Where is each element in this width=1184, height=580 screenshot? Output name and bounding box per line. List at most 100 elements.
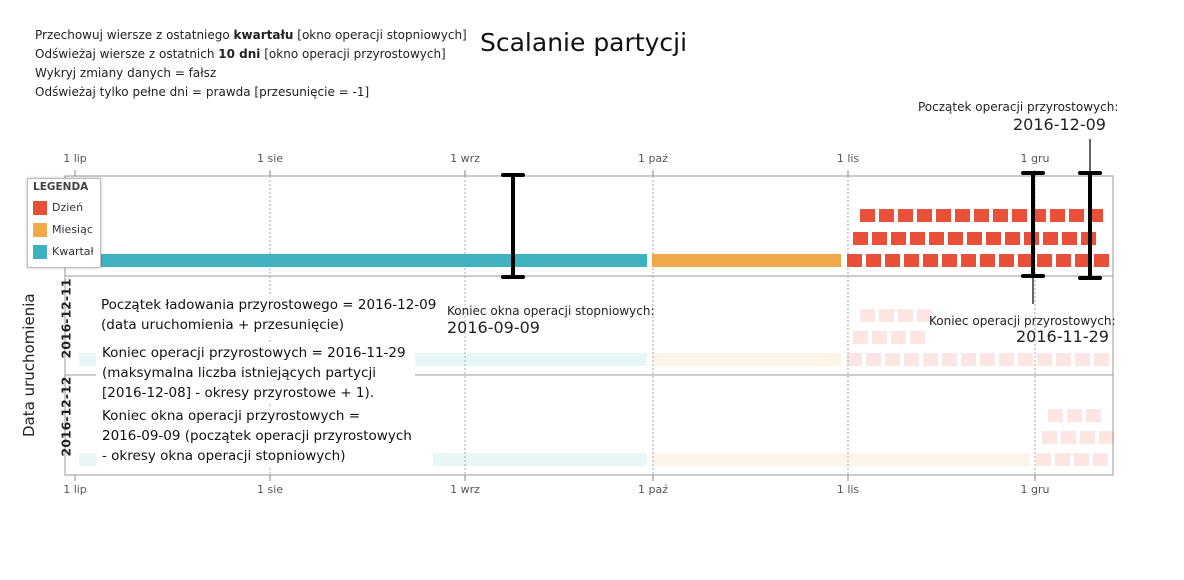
day-partition (853, 232, 868, 245)
axis-month-label: 1 paź (638, 152, 668, 165)
note-rolling-window-end: Koniec okna operacji przyrostowych = 201… (96, 406, 433, 466)
note-line: Koniec operacji przyrostowych = 2016-11-… (102, 345, 406, 361)
day-partition (929, 232, 944, 245)
month-partition-faded (652, 453, 1030, 466)
incr-start-label: Początek operacji przyrostowych: (918, 100, 1119, 114)
day-partition-faded (1055, 453, 1070, 466)
day-partition-faded (1074, 453, 1089, 466)
legend-label-day: Dzień (52, 201, 84, 214)
day-partition-faded (847, 353, 862, 366)
day-partition (948, 232, 963, 245)
row-frames (64, 175, 1114, 476)
incr-end-label: Koniec operacji przyrostowych: (929, 314, 1116, 328)
note-line: [2016-12-08] - okresy przyrostowe + 1). (102, 385, 375, 401)
day-partition (917, 209, 932, 222)
rolling-end-label: Koniec okna operacji stopniowych: (447, 304, 655, 318)
day-partition (1005, 232, 1020, 245)
day-partition (1037, 254, 1052, 267)
note-line: - okresy okna operacji stopniowych) (102, 448, 346, 464)
config-line-1: Przechowuj wiersze z ostatniego kwartału… (35, 28, 467, 42)
note-line: 2016-09-09 (początek operacji przyrostow… (102, 428, 412, 444)
axis-month-label: 1 lis (836, 152, 860, 165)
config-line-3: Wykryj zmiany danych = fałsz (35, 66, 217, 80)
day-partition-faded (923, 353, 938, 366)
axis-month-label: 1 lip (63, 483, 87, 496)
axis-month-label: 1 paź (638, 483, 668, 496)
day-partition-faded (1048, 409, 1063, 422)
day-partition (955, 209, 970, 222)
day-partition (1012, 209, 1027, 222)
note-line: (data uruchomienia + przesunięcie) (101, 317, 345, 333)
incr-end-date: 2016-11-29 (1016, 327, 1109, 346)
day-partition-faded (1061, 431, 1076, 444)
day-partition-faded (885, 353, 900, 366)
month-partition-faded (652, 353, 841, 366)
day-partition (847, 254, 862, 267)
y-axis-label: Data uruchomienia (20, 293, 38, 437)
day-partition-faded (860, 309, 875, 322)
day-partition (1050, 209, 1065, 222)
day-partition-faded (1099, 431, 1114, 444)
day-partition (1056, 254, 1071, 267)
day-partition-faded (1037, 353, 1052, 366)
legend-swatch-month (33, 223, 47, 237)
day-partition-faded (853, 331, 868, 344)
axis-month-label: 1 gru (1020, 483, 1050, 496)
day-partition (1069, 209, 1084, 222)
diagram-title: Scalanie partycji (480, 28, 688, 57)
day-partition (860, 209, 875, 222)
day-partition-faded (999, 353, 1014, 366)
day-partition (986, 232, 1001, 245)
day-partition-faded (942, 353, 957, 366)
note-incremental-start: Początek ładowania przyrostowego = 2016-… (96, 294, 442, 337)
axis-month-label: 1 sie (256, 483, 284, 496)
day-partition (904, 254, 919, 267)
axis-ticks (74, 170, 1036, 481)
rolling-end-date: 2016-09-09 (447, 318, 540, 337)
day-partition (967, 232, 982, 245)
day-partition-faded (1086, 409, 1101, 422)
day-partition (942, 254, 957, 267)
note-incremental-end: Koniec operacji przyrostowych = 2016-11-… (96, 343, 415, 403)
day-partition-faded (1093, 453, 1108, 466)
config-line-4: Odświeżaj tylko pełne dni = prawda [prze… (35, 85, 370, 99)
incr-start-date: 2016-12-09 (1013, 115, 1106, 134)
axis-month-label: 1 gru (1020, 152, 1050, 165)
day-partition-faded (879, 309, 894, 322)
config-line-2: Odświeżaj wiersze z ostatnich 10 dni [ok… (35, 47, 446, 61)
day-partition (866, 254, 881, 267)
day-partition (999, 254, 1014, 267)
day-partition (891, 232, 906, 245)
day-partition (1075, 254, 1090, 267)
quarter-partition-q3 (79, 254, 647, 267)
note-line: (maksymalna liczba istniejących partycji (102, 365, 376, 381)
day-partition (1094, 254, 1109, 267)
day-partition-faded (1036, 453, 1051, 466)
day-partition-faded (1018, 353, 1033, 366)
row-label-2016-12-11: 2016-12-11 (58, 278, 74, 359)
day-partition (1018, 254, 1033, 267)
window-markers (501, 139, 1102, 304)
day-partition-faded (961, 353, 976, 366)
day-partition (993, 209, 1008, 222)
day-partition (910, 232, 925, 245)
incremental-start-marker (1078, 171, 1102, 280)
axis-month-label: 1 lip (63, 152, 87, 165)
day-partition (872, 232, 887, 245)
incremental-end-marker (1021, 171, 1045, 278)
axis-month-label: 1 wrz (450, 152, 480, 165)
note-line: Koniec okna operacji przyrostowych = (102, 408, 361, 424)
note-line: Początek ładowania przyrostowego = 2016-… (101, 297, 437, 313)
day-partition-faded (910, 331, 925, 344)
legend-swatch-day (33, 201, 47, 215)
legend-swatch-quarter (33, 245, 47, 259)
day-partition-faded (917, 309, 932, 322)
day-partition (898, 209, 913, 222)
day-partition-faded (866, 353, 881, 366)
day-partition (974, 209, 989, 222)
axis-month-label: 1 sie (256, 152, 284, 165)
rolling-window-end-marker (501, 173, 525, 279)
day-partition-faded (872, 331, 887, 344)
axis-month-label: 1 lis (836, 483, 860, 496)
row-frame-bottom (64, 374, 1114, 476)
